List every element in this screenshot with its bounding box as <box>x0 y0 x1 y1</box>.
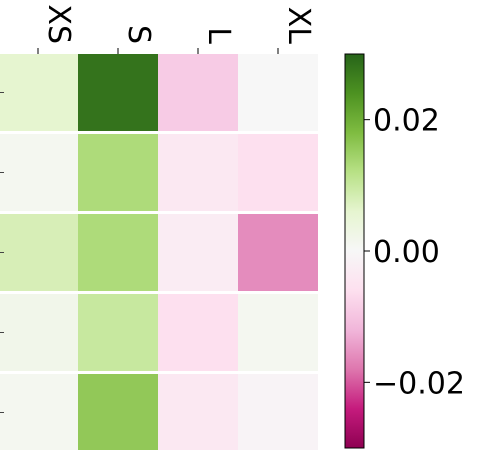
colorbar-tick-label-1: 0.00 <box>373 235 440 270</box>
heatmap-cell-r4-c1 <box>78 374 158 450</box>
heatmap-cell-r3-c2 <box>158 294 238 371</box>
heatmap-cell-r3-c1 <box>78 294 158 371</box>
heatmap-cell-r3-c3 <box>238 294 318 371</box>
heatmap-cell-r4-c3 <box>238 374 318 450</box>
colorbar-ticks: 0.02 0.00 −0.02 <box>364 104 465 401</box>
x-tick-label-3: XL <box>281 7 316 45</box>
heatmap-cell-r0-c2 <box>158 54 238 131</box>
heatmap-cell-r3-c0 <box>0 294 78 371</box>
heatmap-cell-r1-c3 <box>238 134 318 211</box>
heatmap-cell-r0-c3 <box>238 54 318 131</box>
colorbar-tick-label-0: 0.02 <box>373 104 440 139</box>
heatmap-cell-r0-c1 <box>78 54 158 131</box>
x-tick-label-0: XS <box>41 4 76 44</box>
heatmap-cell-r4-c0 <box>0 374 78 450</box>
heatmap-cell-r0-c0 <box>0 54 78 131</box>
heatmap-cell-r4-c2 <box>158 374 238 450</box>
heatmap-cell-r2-c3 <box>238 214 318 291</box>
y-axis-ticks <box>0 92 4 413</box>
heatmap-cell-r1-c1 <box>78 134 158 211</box>
x-tick-label-1: S <box>121 25 156 44</box>
heatmap-cell-r2-c1 <box>78 214 158 291</box>
x-tick-label-2: L <box>201 27 236 44</box>
colorbar-tick-label-2: −0.02 <box>373 366 465 401</box>
x-axis-ticks: XS S L XL <box>37 4 316 54</box>
colorbar <box>344 53 365 449</box>
heatmap-cell-r2-c2 <box>158 214 238 291</box>
heatmap-cells <box>0 54 318 450</box>
heatmap-cell-r1-c0 <box>0 134 78 211</box>
heatmap-cell-r1-c2 <box>158 134 238 211</box>
heatmap-cell-r2-c0 <box>0 214 78 291</box>
